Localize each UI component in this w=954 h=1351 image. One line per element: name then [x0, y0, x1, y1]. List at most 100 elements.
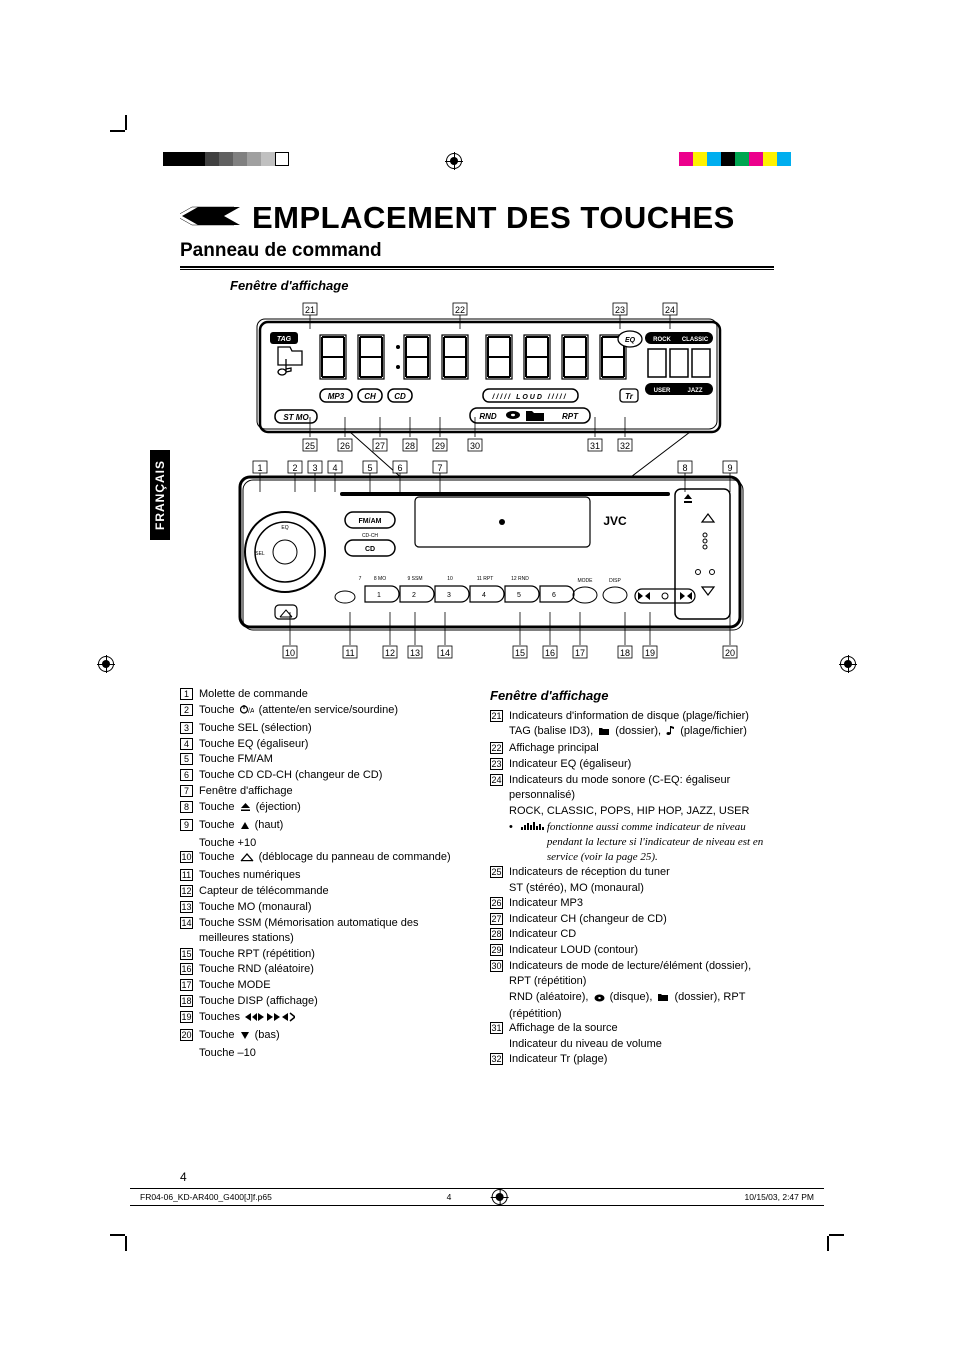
legend-item-29: 29Indicateur LOUD (contour) [490, 943, 774, 958]
page-title: EMPLACEMENT DES TOUCHES [252, 200, 735, 236]
legend-item-31: 31 Affichage de la source [490, 1021, 774, 1036]
svg-text:USER: USER [654, 388, 671, 394]
legend-text: Touche SEL (sélection) [199, 721, 464, 736]
svg-text:4: 4 [332, 463, 337, 473]
legend-number: 30 [490, 960, 503, 972]
svg-text:14: 14 [440, 648, 450, 658]
subtitle: Panneau de command [180, 240, 774, 262]
folder-icon [598, 726, 610, 741]
svg-text:17: 17 [575, 648, 585, 658]
legend-item-26: 26Indicateur MP3 [490, 896, 774, 911]
legend-item-7: 7Fenêtre d'affichage [180, 784, 464, 799]
legend-item-4: 4Touche EQ (égaliseur) [180, 737, 464, 752]
legend-text: Affichage de la source [509, 1021, 774, 1036]
legend-item-6: 6 Touche CD CD-CH (changeur de CD) [180, 768, 464, 783]
footer-page: 4 [447, 1192, 452, 1202]
right-heading: Fenêtre d'affichage [490, 687, 774, 705]
registration-mark-left [98, 656, 114, 672]
legend-number: 2 [180, 704, 193, 716]
svg-text:10: 10 [285, 648, 295, 658]
legend-item-19: 19Touches [180, 1010, 464, 1027]
svg-text:16: 16 [545, 648, 555, 658]
folder-icon [657, 992, 669, 1007]
legend-text: Touche (haut) [199, 818, 464, 835]
legend-number: 23 [490, 758, 503, 770]
title-rule [180, 266, 774, 270]
svg-text:5: 5 [367, 463, 372, 473]
svg-text:5: 5 [517, 592, 521, 599]
legend-text: Touche DISP (affichage) [199, 994, 464, 1009]
legend-item-32: 32Indicateur Tr (plage) [490, 1052, 774, 1067]
svg-text:11: 11 [345, 648, 354, 658]
footer-date: 10/15/03, 2:47 PM [745, 1192, 814, 1202]
svg-text:28: 28 [405, 441, 415, 451]
svg-text:6: 6 [552, 592, 556, 599]
svg-text:22: 22 [455, 305, 465, 315]
legend-text: Indicateur Tr (plage) [509, 1052, 774, 1067]
legend-number: 5 [180, 753, 193, 765]
svg-text:FM/AM: FM/AM [359, 518, 382, 525]
svg-text:DISP: DISP [609, 578, 621, 584]
title-row: EMPLACEMENT DES TOUCHES [180, 200, 774, 236]
legend-text: Touche RPT (répétition) [199, 947, 464, 962]
svg-text:18: 18 [620, 648, 630, 658]
legend-number: 24 [490, 774, 503, 786]
legend-number: 17 [180, 979, 193, 991]
legend-text: Indicateurs de mode de lecture/élément (… [509, 959, 774, 989]
diagram-block: Fenêtre d'affichage TAGMP3CHCDST MORNDRP… [230, 278, 774, 677]
svg-text:MODE: MODE [578, 578, 594, 584]
legend-text: Touches numériques [199, 868, 464, 883]
legend-number: 10 [180, 851, 193, 863]
legend-item-23: 23 Indicateur EQ (égaliseur) [490, 757, 774, 772]
standby-icon: /ATT [240, 704, 254, 720]
svg-text:15: 15 [515, 648, 525, 658]
legend-item-9: 9Touche (haut) [180, 818, 464, 835]
legend-text: Affichage principal [509, 741, 774, 756]
left-column: 1Molette de commande2Touche /ATT (attent… [180, 687, 464, 1068]
legend-number: 31 [490, 1022, 503, 1034]
svg-text:24: 24 [665, 305, 675, 315]
columns: 1Molette de commande2Touche /ATT (attent… [180, 687, 774, 1068]
svg-text:25: 25 [305, 441, 315, 451]
legend-item-11: 11 Touches numériques [180, 868, 464, 883]
language-tab: FRANÇAIS [150, 450, 170, 540]
registration-mark-right [840, 656, 856, 672]
svg-text:EQ: EQ [625, 337, 636, 344]
svg-text:8: 8 [682, 463, 687, 473]
legend-text: Indicateurs d'information de disque (pla… [509, 709, 774, 724]
legend-item-10: 10Touche (déblocage du panneau de comman… [180, 850, 464, 867]
svg-text:9 SSM: 9 SSM [407, 576, 422, 582]
legend-item-12: 12Capteur de télécommande [180, 884, 464, 899]
legend-item-5: 5Touche FM/AM [180, 752, 464, 767]
legend-text: Touche /ATT (attente/en service/sourdine… [199, 703, 464, 720]
svg-text:/ATT: /ATT [248, 708, 254, 715]
registration-mark-footer [491, 1189, 507, 1205]
legend-number: 14 [180, 917, 193, 929]
legend-item-13: 13Touche MO (monaural) [180, 900, 464, 915]
print-color-bars [0, 152, 954, 170]
legend-number: 7 [180, 785, 193, 797]
legend-text: Indicateur CD [509, 927, 774, 942]
legend-number: 16 [180, 963, 193, 975]
svg-text:19: 19 [645, 648, 655, 658]
svg-text:7: 7 [437, 463, 442, 473]
legend-number: 19 [180, 1011, 193, 1023]
legend-text: Touche (bas) [199, 1028, 464, 1045]
svg-text:26: 26 [340, 441, 350, 451]
legend-item-17: 17Touche MODE [180, 978, 464, 993]
diagram-label: Fenêtre d'affichage [230, 278, 774, 293]
legend-text: Touche CD CD-CH (changeur de CD) [199, 768, 464, 783]
legend-number: 11 [180, 869, 193, 881]
svg-text:13: 13 [410, 648, 420, 658]
svg-text:RND: RND [479, 412, 497, 421]
eject-icon [240, 802, 251, 817]
legend-item-30: 30 Indicateurs de mode de lecture/élément… [490, 959, 774, 989]
legend-number: 6 [180, 769, 193, 781]
legend-number: 26 [490, 897, 503, 909]
legend-item-16: 16Touche RND (aléatoire) [180, 962, 464, 977]
legend-text: Indicateur EQ (égaliseur) [509, 757, 774, 772]
legend-text: Indicateurs du mode sonore (C-EQ: égalis… [509, 773, 774, 803]
legend-number: 21 [490, 710, 503, 722]
arrow-icon [180, 205, 240, 232]
svg-text:CLASSIC: CLASSIC [682, 337, 709, 343]
